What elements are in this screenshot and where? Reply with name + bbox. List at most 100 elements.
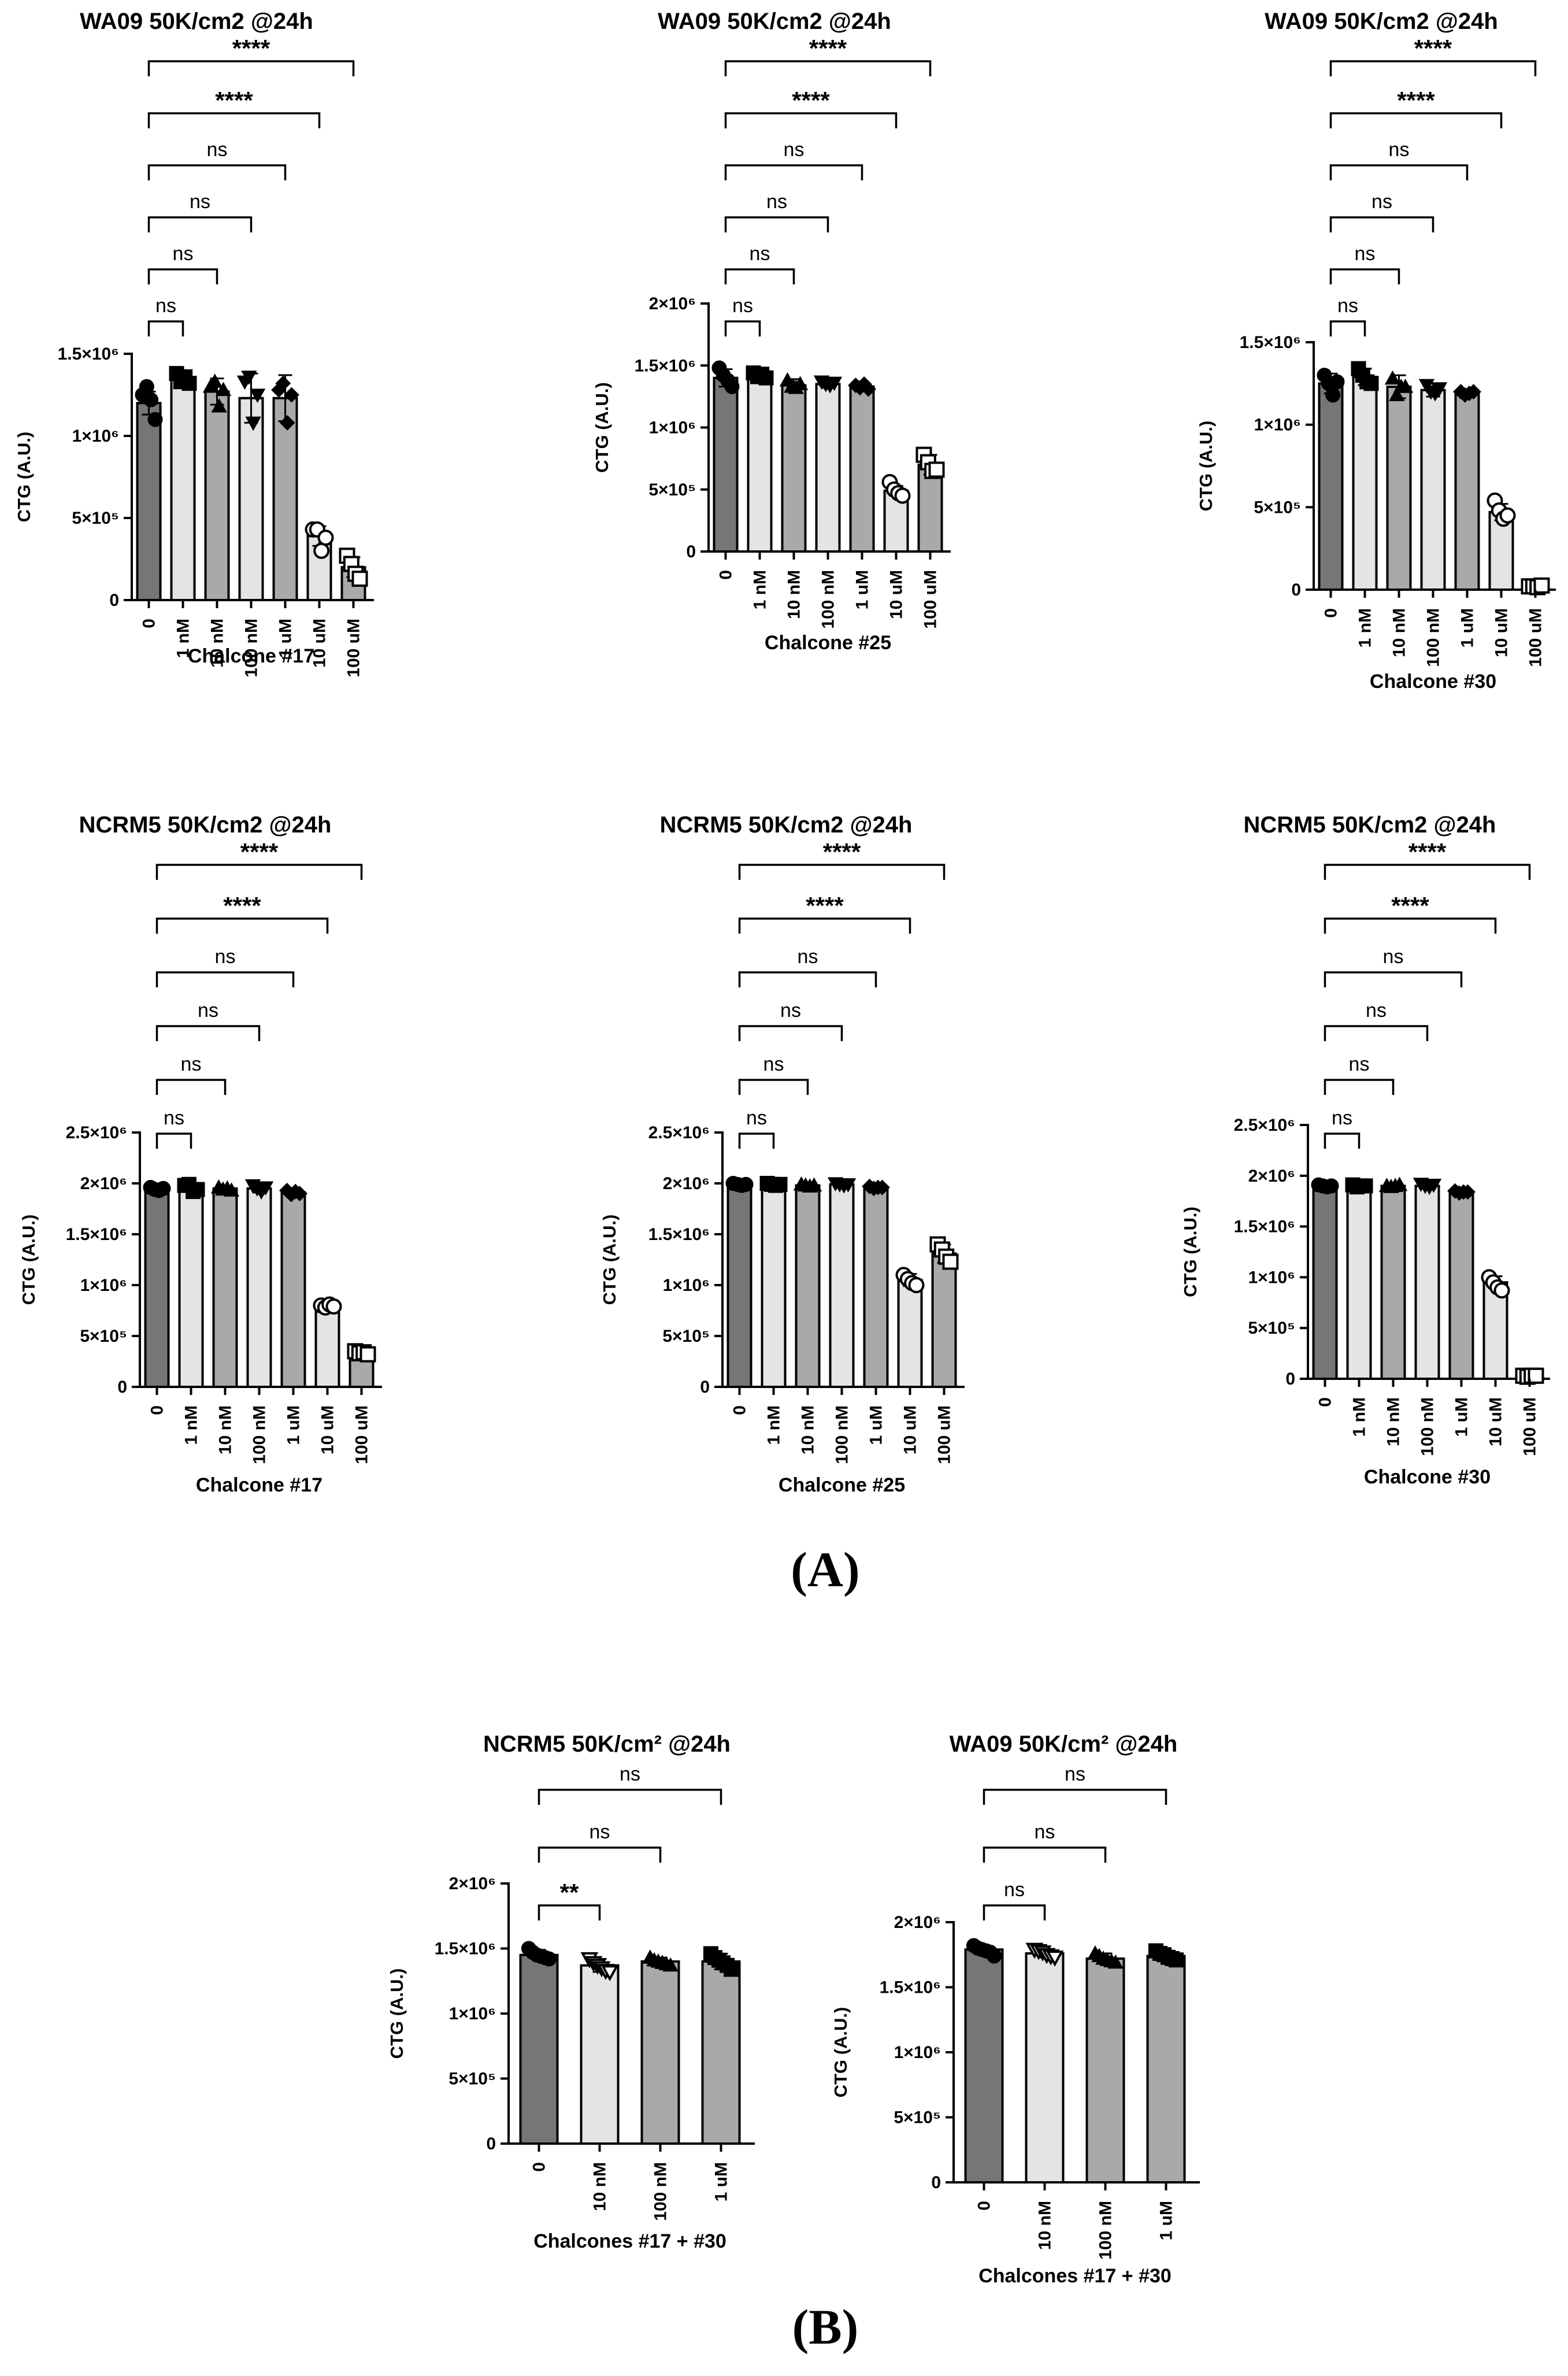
bar-1-nM [761,1183,787,1388]
chart-4: NCRM5 50K/cm2 @24h 0 5×10⁵ 1×10⁶ 1.5×10⁶ 2×10… [18,812,382,1496]
data-point [215,382,232,397]
bar-1-nM [178,1186,204,1389]
y-tick-label: 0 [486,2134,496,2153]
x-tick-label: 100 uM [353,1405,372,1464]
y-tick-label: 1×10⁶ [649,419,696,438]
y-tick-label: 0 [1291,580,1301,599]
bar-10-nM [212,1187,238,1389]
x-tick-label: 10 uM [901,1405,920,1455]
data-point [190,1182,205,1197]
chart-title: NCRM5 50K/cm2 @24h [1244,812,1496,838]
y-tick-label: 0 [1285,1370,1295,1389]
chart-8: WA09 50K/cm² @24h 0 5×10⁵ 1×10⁶ 1.5×10⁶ 2×10⁶… [831,1731,1200,2287]
x-tick-label: 100 uM [935,1405,954,1464]
x-tick-label: 1 nM [1356,608,1375,647]
significance-label: ns [164,1107,184,1129]
data-point [1389,387,1405,401]
x-tick-label: 10 nM [785,570,804,619]
y-tick-label: 5×10⁵ [80,1327,127,1346]
x-tick-label: 1 uM [712,2162,731,2201]
bar-100-uM [917,463,943,553]
significance-label: **** [823,838,861,865]
chart-6: NCRM5 50K/cm2 @24h 0 5×10⁵ 1×10⁶ 1.5×10⁶ 2×10… [1180,812,1550,1488]
significance-bracket [147,320,184,336]
data-point [284,387,299,403]
x-tick-label: 1 uM [276,619,295,658]
x-tick-label: 100 nM [1418,1397,1437,1456]
x-tick-label: 10 uM [1492,608,1511,657]
x-axis-label: Chalcone #30 [1364,1466,1491,1488]
significance-label: **** [792,87,830,114]
bar-100-nM [829,1183,855,1388]
x-tick-label: 0 [140,619,159,628]
significance-label: ns [215,946,236,968]
y-tick-label: 2.5×10⁶ [1234,1116,1295,1135]
significance-label: ns [181,1053,202,1075]
y-tick-label: 1×10⁶ [449,2004,496,2023]
chart-title: WA09 50K/cm2 @24h [80,9,313,34]
significance-bracket [738,864,946,880]
y-tick-label: 5×10⁵ [662,1327,710,1346]
data-point [1431,382,1448,397]
significance-label: ns [1349,1053,1370,1075]
data-point [1325,387,1341,403]
significance-bracket [1324,1079,1395,1095]
significance-label: ns [590,1821,610,1843]
x-tick-label: 1 uM [1452,1397,1471,1437]
significance-bracket [738,1079,809,1095]
y-tick-label: 1.5×10⁶ [435,1940,496,1959]
chart-3: WA09 50K/cm2 @24h 0 5×10⁵ 1×10⁶ 1.5×10⁶ CTG (… [1196,9,1556,693]
x-tick-label: 10 nM [208,619,227,668]
x-tick-label: 100 nM [1424,608,1443,667]
significance-bracket [983,1789,1167,1805]
x-tick-label: 100 nM [833,1405,852,1464]
x-tick-label: 100 nM [819,570,838,629]
chart-title: WA09 50K/cm2 @24h [1265,9,1498,34]
significance-bracket [147,164,287,180]
x-tick-label: 1 nM [751,570,770,609]
x-tick-label: 0 [731,1405,750,1415]
x-tick-label: 100 nM [1096,2201,1115,2260]
data-point [1324,1178,1339,1194]
y-tick-label: 5×10⁵ [1254,498,1301,517]
significance-label: ns [750,243,770,265]
y-tick-label: 2×10⁶ [649,294,696,313]
significance-label: ns [798,946,818,968]
significance-bracket [155,1079,227,1095]
significance-label: ns [1332,1107,1352,1129]
bar-1-uM [1448,1190,1474,1380]
significance-label: ns [746,1107,767,1129]
x-axis-label: Chalcone #25 [779,1474,905,1496]
significance-label: ns [1366,1000,1387,1022]
data-point [840,1178,857,1193]
bar-0 [1312,1185,1338,1381]
data-point [542,1951,557,1967]
significance-bracket [724,164,863,180]
data-point [249,388,266,404]
significance-label: ns [1371,191,1392,213]
significance-bracket [155,864,363,880]
significance-bracket [724,216,829,232]
significance-bracket [738,917,911,934]
y-tick-label: 5×10⁵ [72,509,119,528]
x-tick-label: 0 [148,1405,167,1415]
significance-label: ns [1383,946,1404,968]
significance-bracket [538,1846,662,1863]
x-axis-label: Chalcone #30 [1370,671,1496,693]
x-tick-label: 100 uM [1526,608,1545,667]
y-tick-label: 5×10⁵ [448,2070,496,2089]
significance-label: ns [1035,1821,1055,1843]
significance-label: ns [207,139,228,161]
y-axis-label: CTG (A.U.) [18,1215,39,1305]
significance-label: **** [809,35,847,62]
data-point [1169,1952,1184,1968]
x-tick-label: 100 uM [1521,1397,1540,1456]
bar-1-uM [701,1960,741,2145]
data-point [257,1181,274,1196]
x-tick-label: 10 uM [318,1405,338,1455]
bar-1-uM [849,385,875,553]
x-axis-label: Chalcone #17 [196,1474,323,1496]
chart-title: WA09 50K/cm² @24h [950,1731,1178,1757]
bar-0 [726,1183,753,1388]
